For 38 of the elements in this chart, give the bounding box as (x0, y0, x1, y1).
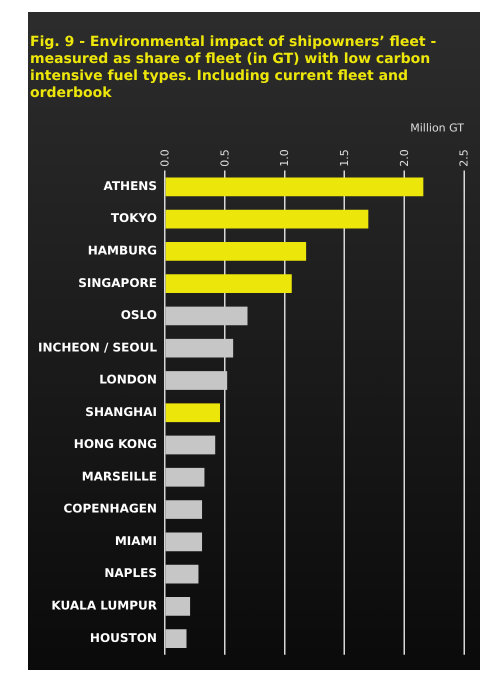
bar (166, 274, 292, 294)
y-tick-label: HAMBURG (88, 244, 157, 258)
bar (166, 210, 368, 228)
y-tick-label: OSLO (120, 308, 157, 322)
bar (166, 500, 202, 519)
bar (166, 564, 198, 584)
y-tick-label: TOKYO (110, 211, 157, 226)
bar (166, 177, 424, 196)
bar (166, 597, 190, 616)
y-tick-label: KUALA LUMPUR (51, 598, 157, 613)
bar (166, 403, 220, 422)
y-tick-label: NAPLES (104, 566, 157, 580)
x-tick-label: 1.5 (338, 149, 352, 167)
bar (166, 468, 204, 487)
y-tick-label: SHANGHAI (85, 404, 157, 419)
y-tick-label: MARSEILLE (82, 469, 157, 484)
bar (166, 306, 248, 326)
bar (166, 371, 228, 390)
bar (166, 338, 234, 358)
x-axis-title: Million GT (410, 121, 464, 134)
y-tick-label: HOUSTON (90, 630, 157, 645)
y-tick-label: MIAMI (114, 534, 157, 548)
x-tick-label: 0.0 (158, 149, 172, 167)
x-tick-label: 0.5 (218, 149, 232, 167)
y-tick-label: HONG KONG (74, 437, 157, 452)
y-tick-label: LONDON (99, 372, 157, 387)
y-tick-label: COPENHAGEN (64, 502, 157, 516)
x-tick-label: 2.5 (458, 149, 471, 167)
bar (166, 242, 306, 261)
x-tick-label: 2.0 (398, 149, 411, 167)
y-tick-label: SINGAPORE (78, 276, 157, 290)
chart-title: Fig. 9 - Environmental impact of shipowners’ fleet - measured as share of fleet (in GT) with low carbon intensive fuel types. Including current fleet and orderbook (30, 34, 438, 102)
x-tick-label: 1.0 (278, 149, 292, 167)
bar (166, 629, 186, 648)
y-tick-label: INCHEON / SEOUL (38, 340, 158, 354)
bar (166, 532, 202, 552)
y-tick-label: ATHENS (104, 178, 157, 193)
bar (166, 436, 216, 454)
